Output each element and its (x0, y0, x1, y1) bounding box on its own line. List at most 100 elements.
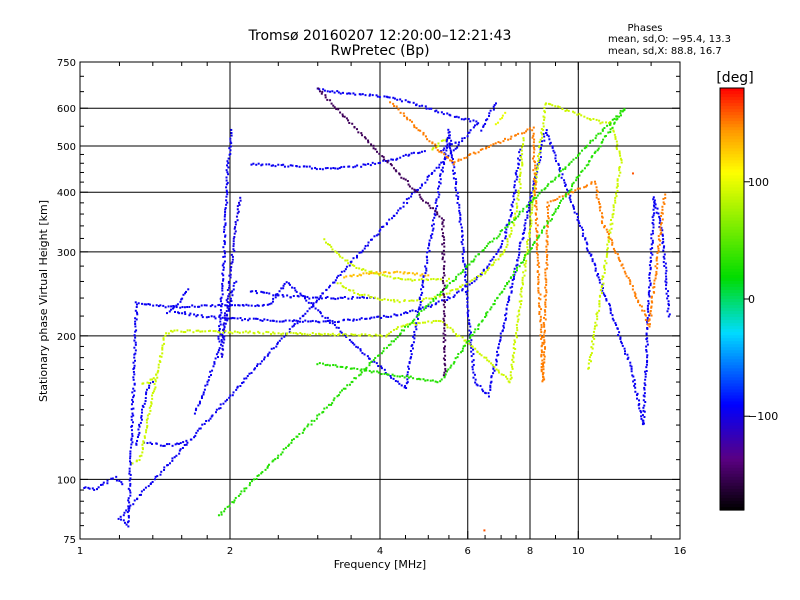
data-point (510, 290, 513, 293)
data-point (225, 299, 228, 302)
data-point (383, 347, 386, 350)
data-point (356, 292, 359, 295)
data-point (332, 399, 335, 402)
data-point (187, 288, 190, 291)
data-point (543, 339, 546, 342)
data-point (314, 307, 317, 310)
data-point (663, 253, 666, 256)
data-point (331, 90, 334, 93)
data-point (605, 262, 608, 265)
data-point (325, 289, 328, 292)
data-point (343, 296, 346, 299)
data-point (527, 204, 530, 207)
data-point (544, 111, 547, 114)
data-point (404, 153, 407, 156)
data-point (528, 232, 531, 235)
data-point (516, 263, 519, 266)
data-point (239, 196, 242, 199)
data-point (580, 226, 583, 229)
data-point (236, 317, 239, 320)
data-point (653, 282, 656, 285)
data-point (339, 365, 342, 368)
data-point (333, 281, 336, 284)
data-point (272, 164, 275, 167)
data-point (406, 323, 409, 326)
data-point (450, 154, 453, 157)
data-point (414, 323, 417, 326)
data-point (365, 366, 368, 369)
data-point (537, 291, 540, 294)
data-point (232, 391, 235, 394)
data-point (520, 158, 523, 161)
data-point (295, 332, 298, 335)
colorbar-band (720, 121, 744, 125)
data-point (175, 304, 178, 307)
data-point (129, 455, 132, 458)
data-point (439, 380, 442, 383)
data-point (643, 392, 646, 395)
data-point (416, 313, 419, 316)
data-point (648, 323, 651, 326)
data-point (218, 347, 221, 350)
data-point (551, 145, 554, 148)
data-point (518, 178, 521, 181)
data-point (519, 168, 522, 171)
data-point (363, 247, 366, 250)
data-point (522, 236, 525, 239)
data-point (515, 336, 518, 339)
data-point (442, 299, 445, 302)
data-point (461, 288, 464, 291)
data-point (598, 281, 601, 284)
data-point (207, 419, 210, 422)
data-point (428, 107, 431, 110)
data-point (223, 250, 226, 253)
data-point (442, 289, 445, 292)
data-point (219, 320, 222, 323)
data-point (557, 163, 560, 166)
data-point (442, 232, 445, 235)
data-point (431, 224, 434, 227)
data-point (229, 269, 232, 272)
data-point (204, 384, 207, 387)
colorbar-tick-label: −100 (748, 410, 778, 423)
data-point (221, 347, 224, 350)
data-point (417, 152, 420, 155)
data-point (438, 166, 441, 169)
data-point (439, 278, 442, 281)
data-point (663, 202, 666, 205)
data-point (532, 132, 535, 135)
data-point (225, 169, 228, 172)
data-point (492, 263, 495, 266)
data-point (396, 314, 399, 317)
data-point (287, 282, 290, 285)
data-point (398, 375, 401, 378)
data-point (173, 329, 176, 332)
data-point (546, 224, 549, 227)
data-point (355, 256, 358, 259)
data-point (157, 305, 160, 308)
data-point (138, 455, 141, 458)
data-point (223, 241, 226, 244)
data-point (558, 173, 561, 176)
data-point (159, 444, 162, 447)
data-point (272, 331, 275, 334)
data-point (554, 210, 557, 213)
data-point (331, 332, 334, 335)
data-point (612, 209, 615, 212)
data-point (225, 304, 228, 307)
data-point (221, 289, 224, 292)
data-point (543, 361, 546, 364)
data-point (469, 336, 472, 339)
colorbar-band (720, 163, 744, 167)
data-point (562, 197, 565, 200)
data-point (234, 226, 237, 229)
data-point (597, 147, 600, 150)
data-point (581, 234, 584, 237)
data-point (486, 359, 489, 362)
data-point (411, 187, 414, 190)
data-point (499, 246, 502, 249)
data-point (349, 261, 352, 264)
data-point (360, 268, 363, 271)
data-point (198, 400, 201, 403)
data-point (156, 475, 159, 478)
